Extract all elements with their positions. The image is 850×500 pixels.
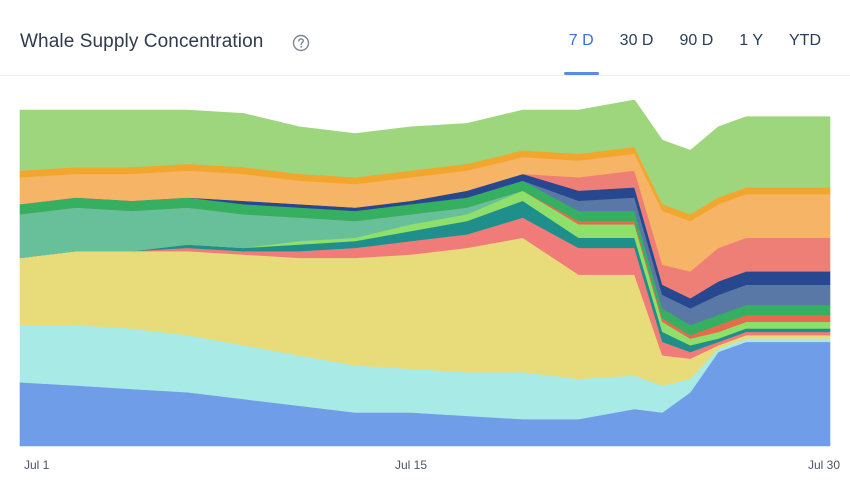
series-areas [19,99,831,447]
x-tick-label: Jul 30 [808,458,840,472]
tab-7d[interactable]: 7 D [556,31,607,75]
time-range-tabs: 7 D 30 D 90 D 1 Y YTD [556,31,834,75]
x-tick-label: Jul 1 [24,458,50,472]
x-tick-label: Jul 15 [395,458,427,472]
tab-ytd[interactable]: YTD [789,32,821,49]
chart-header: Whale Supply Concentration 7 D 30 D 90 D… [0,0,850,76]
tab-1y[interactable]: 1 Y [739,32,763,49]
series-area-15[interactable] [19,99,831,215]
stacked-area-chart: Jul 1 Jul 15 Jul 30 [19,99,840,472]
x-axis-ticks: Jul 1 Jul 15 Jul 30 [24,458,840,472]
tab-30d[interactable]: 30 D [619,32,654,49]
help-icon[interactable] [292,34,310,52]
chart-title: Whale Supply Concentration [20,31,264,52]
tab-90d[interactable]: 90 D [679,32,714,49]
chart-area: Jul 1 Jul 15 Jul 30 [0,99,850,490]
